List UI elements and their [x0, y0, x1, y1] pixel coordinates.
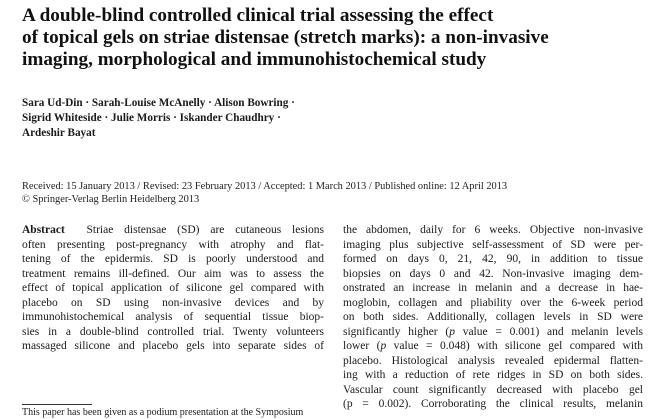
abstract-line: onstrated an increase in melanin and a d… — [343, 282, 643, 294]
abstract-line: formed on days 0, 21, 42, 90, in additio… — [343, 253, 643, 265]
abstract-line: sies in a double-blind controlled trial.… — [22, 325, 324, 338]
abstract-heading: Abstract — [22, 224, 65, 236]
abstract-line: massaged silicone and placebo gels into … — [22, 340, 324, 352]
p-symbol: p — [380, 340, 387, 352]
abstract-line: often presenting post-pregnancy with atr… — [22, 238, 324, 251]
abstract-line: Abstract Striae distensae (SD) are cutan… — [22, 223, 324, 238]
publication-history: Received: 15 January 2013 / Revised: 23 … — [22, 180, 652, 206]
footnote-rule — [22, 404, 92, 405]
abstract-line: tening of the epidermis. SD is poorly un… — [22, 253, 324, 265]
abstract-line: treatment remains ill-defined. Our aim w… — [22, 267, 324, 280]
title-line-3: imaging, morphological and immunohistoch… — [22, 49, 487, 70]
abstract-text: lower ( — [343, 340, 381, 352]
author-line-3: Ardeshir Bayat — [22, 127, 96, 139]
paper-title: A double-blind controlled clinical trial… — [22, 5, 662, 71]
abstract-line: on both sides. Additionally, collagen le… — [343, 311, 643, 323]
abstract-line: (p = 0.002). Corroborating the clinical … — [343, 398, 643, 410]
abstract-line: Vascular count significantly decreased w… — [343, 383, 643, 396]
p-symbol: p — [449, 325, 455, 338]
title-line-1: A double-blind controlled clinical trial… — [22, 5, 494, 26]
abstract-line: the abdomen, daily for 6 weeks. Objectiv… — [343, 224, 643, 236]
author-line-1: Sara Ud-Din · Sarah-Louise McAnelly · Al… — [22, 97, 295, 109]
abstract-line: ing with a reduction of rete ridges in S… — [343, 369, 643, 381]
dates-line: Received: 15 January 2013 / Revised: 23 … — [22, 181, 508, 192]
footnote: This paper has been given as a podium pr… — [22, 407, 304, 418]
abstract-line: lower (p value = 0.048) with silicone ge… — [343, 339, 643, 354]
abstract-line: effect of topical application of silicon… — [22, 282, 324, 294]
abstract-line: immunohistochemical analysis of sequenti… — [22, 311, 324, 323]
abstract-line: moglobin, collagen and pliability over t… — [343, 296, 643, 309]
abstract-line: biopsies on days 0 and 42. Non-invasive … — [343, 267, 643, 280]
abstract-line: imaging plus subjective self-assessment … — [343, 238, 643, 251]
copyright-line: © Springer-Verlag Berlin Heidelberg 2013 — [22, 194, 200, 205]
abstract-line: significantly higher (p value = 0.001) a… — [343, 325, 643, 340]
abstract-text: significantly higher ( — [343, 325, 450, 338]
abstract-text: value = 0.048) with silicone gel compare… — [386, 340, 643, 352]
author-list: Sara Ud-Din · Sarah-Louise McAnelly · Al… — [22, 96, 622, 141]
abstract-text: Striae distensae (SD) are cutaneous lesi… — [86, 224, 324, 236]
abstract-text: value = 0.001) and melanin levels — [454, 325, 643, 338]
abstract-column-left: Abstract Striae distensae (SD) are cutan… — [22, 223, 324, 354]
title-line-2: of topical gels on striae distensae (str… — [22, 27, 549, 48]
author-line-2: Sigrid Whiteside · Julie Morris · Iskand… — [22, 112, 281, 124]
abstract-column-right: the abdomen, daily for 6 weeks. Objectiv… — [343, 223, 643, 412]
abstract-line: placebo. Histological analysis revealed … — [343, 354, 643, 367]
abstract-line: placebo on SD using non-invasive devices… — [22, 296, 324, 309]
